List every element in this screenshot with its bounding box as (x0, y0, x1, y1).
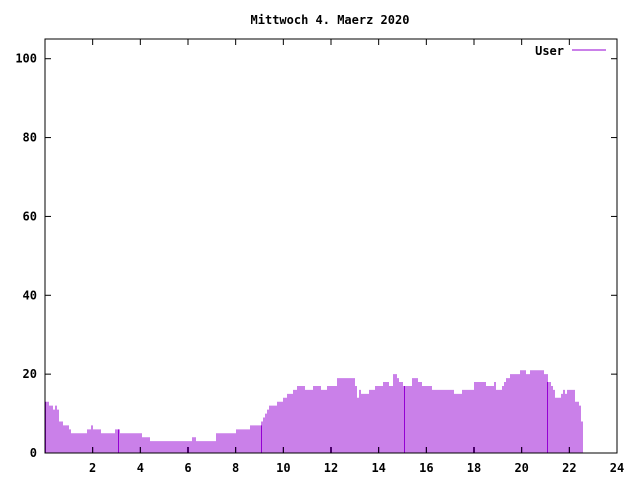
y-tick-label: 40 (23, 288, 37, 302)
chart-title: Mittwoch 4. Maerz 2020 (251, 13, 410, 27)
y-tick-label: 100 (15, 52, 37, 66)
x-tick-label: 2 (89, 461, 96, 475)
legend: User (535, 44, 606, 58)
x-tick-label: 14 (371, 461, 385, 475)
x-tick-label: 6 (184, 461, 191, 475)
y-axis: 0 20 40 60 80 100 (15, 52, 617, 460)
x-axis: 2 4 6 8 10 12 14 16 18 20 22 24 (89, 39, 624, 475)
y-tick-label: 20 (23, 367, 37, 381)
x-tick-label: 16 (419, 461, 433, 475)
x-tick-label: 10 (276, 461, 290, 475)
legend-label-user: User (535, 44, 564, 58)
x-tick-label: 12 (324, 461, 338, 475)
x-tick-label: 4 (137, 461, 144, 475)
y-tick-label: 60 (23, 209, 37, 223)
bar-series-user (45, 370, 583, 453)
x-tick-label: 18 (467, 461, 481, 475)
x-tick-label: 20 (514, 461, 528, 475)
y-tick-label: 0 (30, 446, 37, 460)
x-tick-label: 22 (562, 461, 576, 475)
x-tick-label: 24 (610, 461, 624, 475)
y-tick-label: 80 (23, 131, 37, 145)
x-tick-label: 8 (232, 461, 239, 475)
